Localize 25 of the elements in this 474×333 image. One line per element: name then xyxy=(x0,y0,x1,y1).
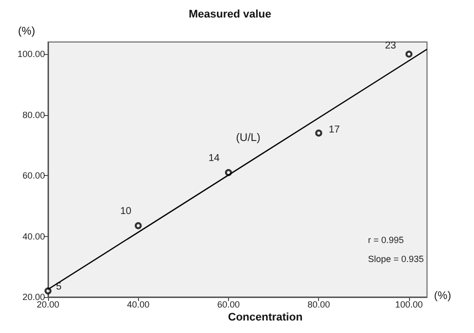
point xyxy=(44,287,52,294)
point xyxy=(405,50,412,58)
x-tick-label: 80.00 xyxy=(307,300,330,310)
annotation: 10 xyxy=(120,206,132,218)
y-tick-label: 100.00 xyxy=(17,49,45,60)
point xyxy=(134,222,142,230)
x-tick-label: 100.00 xyxy=(395,300,423,310)
x-tick-label: 60.00 xyxy=(217,300,240,310)
y-axis-title: (%) xyxy=(18,26,36,38)
y-tick-label: 40.00 xyxy=(22,231,45,242)
x-tick-label: 40.00 xyxy=(126,300,150,310)
annotation: 23 xyxy=(384,40,397,52)
point xyxy=(315,130,322,137)
annotation: 17 xyxy=(328,124,340,136)
y-tick-label: 20.00 xyxy=(22,292,45,302)
annotation: 14 xyxy=(208,153,220,164)
annotation: r = 0.995 xyxy=(368,235,404,245)
annotation: Slope = 0.935 xyxy=(368,254,424,264)
text: (%) xyxy=(434,290,452,302)
chart-title: Measured value xyxy=(188,8,272,20)
y-tick-label: 60.00 xyxy=(22,170,45,181)
x-axis-title: Concentration xyxy=(228,312,303,324)
annotation: (U/L) xyxy=(236,132,260,144)
x-tick-label: 20.00 xyxy=(36,300,60,310)
y-tick-label: 80.00 xyxy=(22,110,45,120)
